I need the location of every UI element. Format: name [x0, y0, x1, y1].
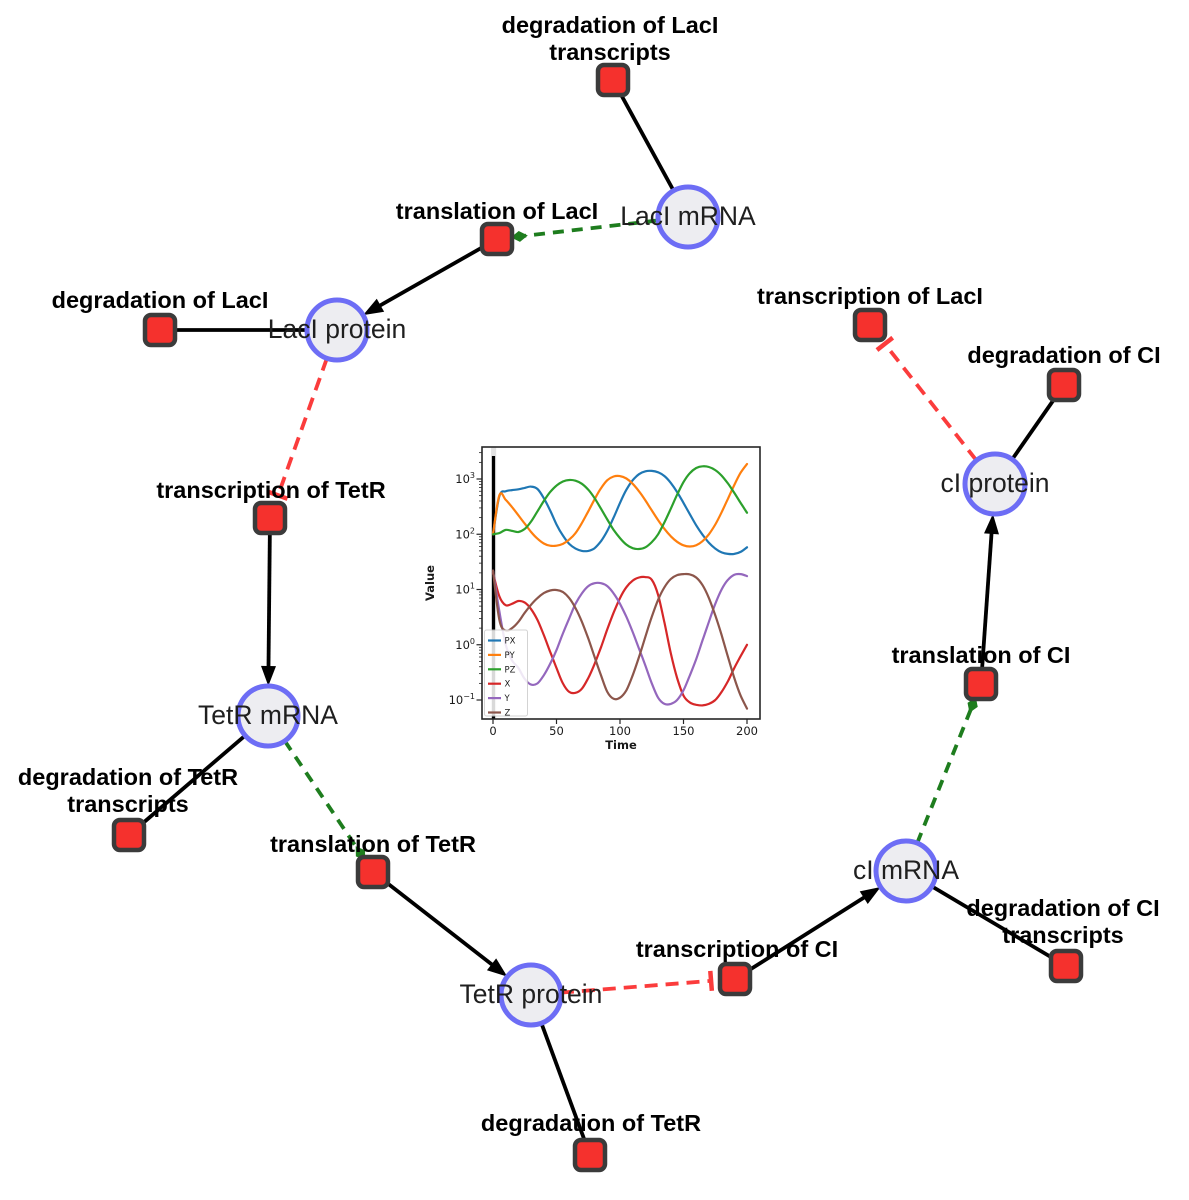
- legend-entry-PY: PY: [488, 651, 515, 661]
- reaction-label-transcription-of-ci: transcription of CI: [636, 936, 838, 962]
- y-tick-label: 102: [455, 526, 475, 541]
- reaction-label-translation-of-ci: translation of CI: [892, 642, 1071, 668]
- reaction-label-deg-ci-transcripts: degradation of CI: [966, 895, 1159, 921]
- edge-laci-mrna-translation-of-laci: [510, 218, 659, 242]
- edge-tetr-protein-transcription-of-ci: [560, 970, 715, 995]
- y-tick-label: 101: [455, 582, 475, 597]
- arrowhead-icon: [363, 298, 385, 316]
- legend-label: PY: [505, 651, 516, 661]
- reaction-label-translation-of-tetr: translation of TetR: [270, 831, 476, 857]
- edge-translation-of-tetr-tetr-protein: [371, 870, 508, 977]
- reaction-label-deg-laci-transcripts: degradation of LacI: [502, 12, 719, 38]
- reaction-node-deg-laci: [142, 312, 178, 348]
- reaction-node-transcription-of-ci: [717, 961, 753, 997]
- edge-translation-of-ci-ci-protein: [979, 513, 999, 685]
- legend-label: Y: [504, 694, 511, 704]
- reaction-label-transcription-of-tetr: transcription of TetR: [156, 477, 385, 503]
- legend: PX PY PZ XYZ: [484, 629, 528, 719]
- legend-label: PZ: [505, 665, 516, 675]
- species-label-tetr-protein: TetR protein: [460, 979, 603, 1009]
- legend-entry-PX: PX: [488, 637, 516, 647]
- node-layer: [111, 62, 1084, 1173]
- species-label-laci-protein: LacI protein: [268, 314, 406, 344]
- x-tick-label: 200: [736, 724, 758, 738]
- species-node-laci-mrna: [655, 184, 721, 250]
- species-node-ci-mrna: [873, 838, 939, 904]
- reaction-label-deg-laci: degradation of LacI: [52, 287, 269, 313]
- inhibition-tee-icon: [267, 489, 289, 501]
- arrowhead-icon: [486, 958, 508, 977]
- reaction-node-deg-tetr-transcripts: [111, 817, 147, 853]
- reaction-label-deg-tetr-transcripts: degradation of TetR: [18, 764, 238, 790]
- species-label-ci-protein: cI protein: [940, 468, 1049, 498]
- series-Y: [491, 569, 749, 706]
- series-PZ: [491, 465, 749, 551]
- reaction-node-translation-of-laci: [479, 221, 515, 257]
- series-PY: [491, 462, 749, 548]
- reaction-node-deg-laci-transcripts: [595, 62, 631, 98]
- label-layer: degradation of LacItranscriptstranslatio…: [18, 12, 1161, 1136]
- legend-label: PX: [505, 637, 516, 647]
- arrowhead-icon: [984, 513, 999, 535]
- reaction-label-deg-ci: degradation of CI: [967, 342, 1160, 368]
- legend-label: X: [505, 680, 511, 690]
- legend-entry-PZ: PZ: [488, 665, 516, 675]
- species-label-tetr-mrna: TetR mRNA: [198, 700, 338, 730]
- reaction-label-translation-of-laci: translation of LacI: [396, 198, 598, 224]
- species-label-ci-mrna: cI mRNA: [853, 855, 959, 885]
- reaction-node-deg-ci: [1046, 367, 1082, 403]
- species-node-tetr-mrna: [235, 683, 301, 749]
- y-tick-label: 10−1: [449, 692, 475, 707]
- plot-frame: [481, 446, 761, 720]
- edge-ci-protein-transcription-of-laci: [875, 335, 978, 462]
- edge-laci-protein-transcription-of-tetr: [267, 357, 329, 501]
- y-tick-label: 100: [455, 637, 475, 652]
- legend-entry-X: X: [488, 680, 511, 690]
- reaction-label-transcription-of-laci: transcription of LacI: [757, 283, 983, 309]
- x-tick-label: 150: [673, 724, 695, 738]
- reaction-node-transcription-of-laci: [852, 307, 888, 343]
- y-axis-label: Value: [423, 565, 437, 601]
- x-axis-label: Time: [605, 738, 637, 752]
- species-node-laci-protein: [304, 297, 370, 363]
- modifier-diamond-icon: [510, 230, 528, 242]
- arrowhead-icon: [261, 665, 277, 687]
- species-node-tetr-protein: [498, 962, 564, 1028]
- x-tick-label: 50: [549, 724, 564, 738]
- time-course-plot: 0 50 100 150 20010310210110010−1TimeValuePXP…: [423, 446, 761, 752]
- reaction-node-deg-ci-transcripts: [1048, 948, 1084, 984]
- series-PX: [491, 469, 749, 556]
- reaction-node-transcription-of-tetr: [252, 500, 288, 536]
- series-Z: [491, 569, 749, 710]
- reaction-label-deg-laci-transcripts: transcripts: [549, 39, 670, 65]
- legend-entry-Z: Z: [488, 709, 511, 719]
- x-tick-label: 100: [609, 724, 631, 738]
- y-tick-label: 103: [455, 471, 475, 486]
- reaction-node-deg-tetr: [572, 1137, 608, 1173]
- plot-background: [482, 447, 760, 719]
- reaction-label-deg-tetr-transcripts: transcripts: [67, 791, 188, 817]
- edge-transcription-of-tetr-tetr-mrna: [261, 517, 277, 687]
- arrowhead-icon: [859, 887, 881, 905]
- series-layer: [491, 462, 749, 710]
- reaction-label-deg-tetr: degradation of TetR: [481, 1110, 701, 1136]
- x-tick-label: 0: [489, 724, 496, 738]
- inhibition-tee-icon: [875, 335, 895, 352]
- reaction-node-translation-of-ci: [963, 666, 999, 702]
- species-label-laci-mrna: LacI mRNA: [620, 201, 756, 231]
- reaction-label-deg-ci-transcripts: transcripts: [1002, 922, 1123, 948]
- legend-label: Z: [505, 709, 511, 719]
- reaction-node-translation-of-tetr: [355, 854, 391, 890]
- edge-translation-of-laci-laci-protein: [363, 237, 498, 316]
- inhibition-tee-icon: [708, 970, 715, 992]
- series-X: [491, 571, 749, 707]
- legend-entry-Y: Y: [488, 694, 511, 704]
- species-node-ci-protein: [962, 451, 1028, 517]
- edge-transcription-of-ci-ci-mrna: [733, 887, 881, 981]
